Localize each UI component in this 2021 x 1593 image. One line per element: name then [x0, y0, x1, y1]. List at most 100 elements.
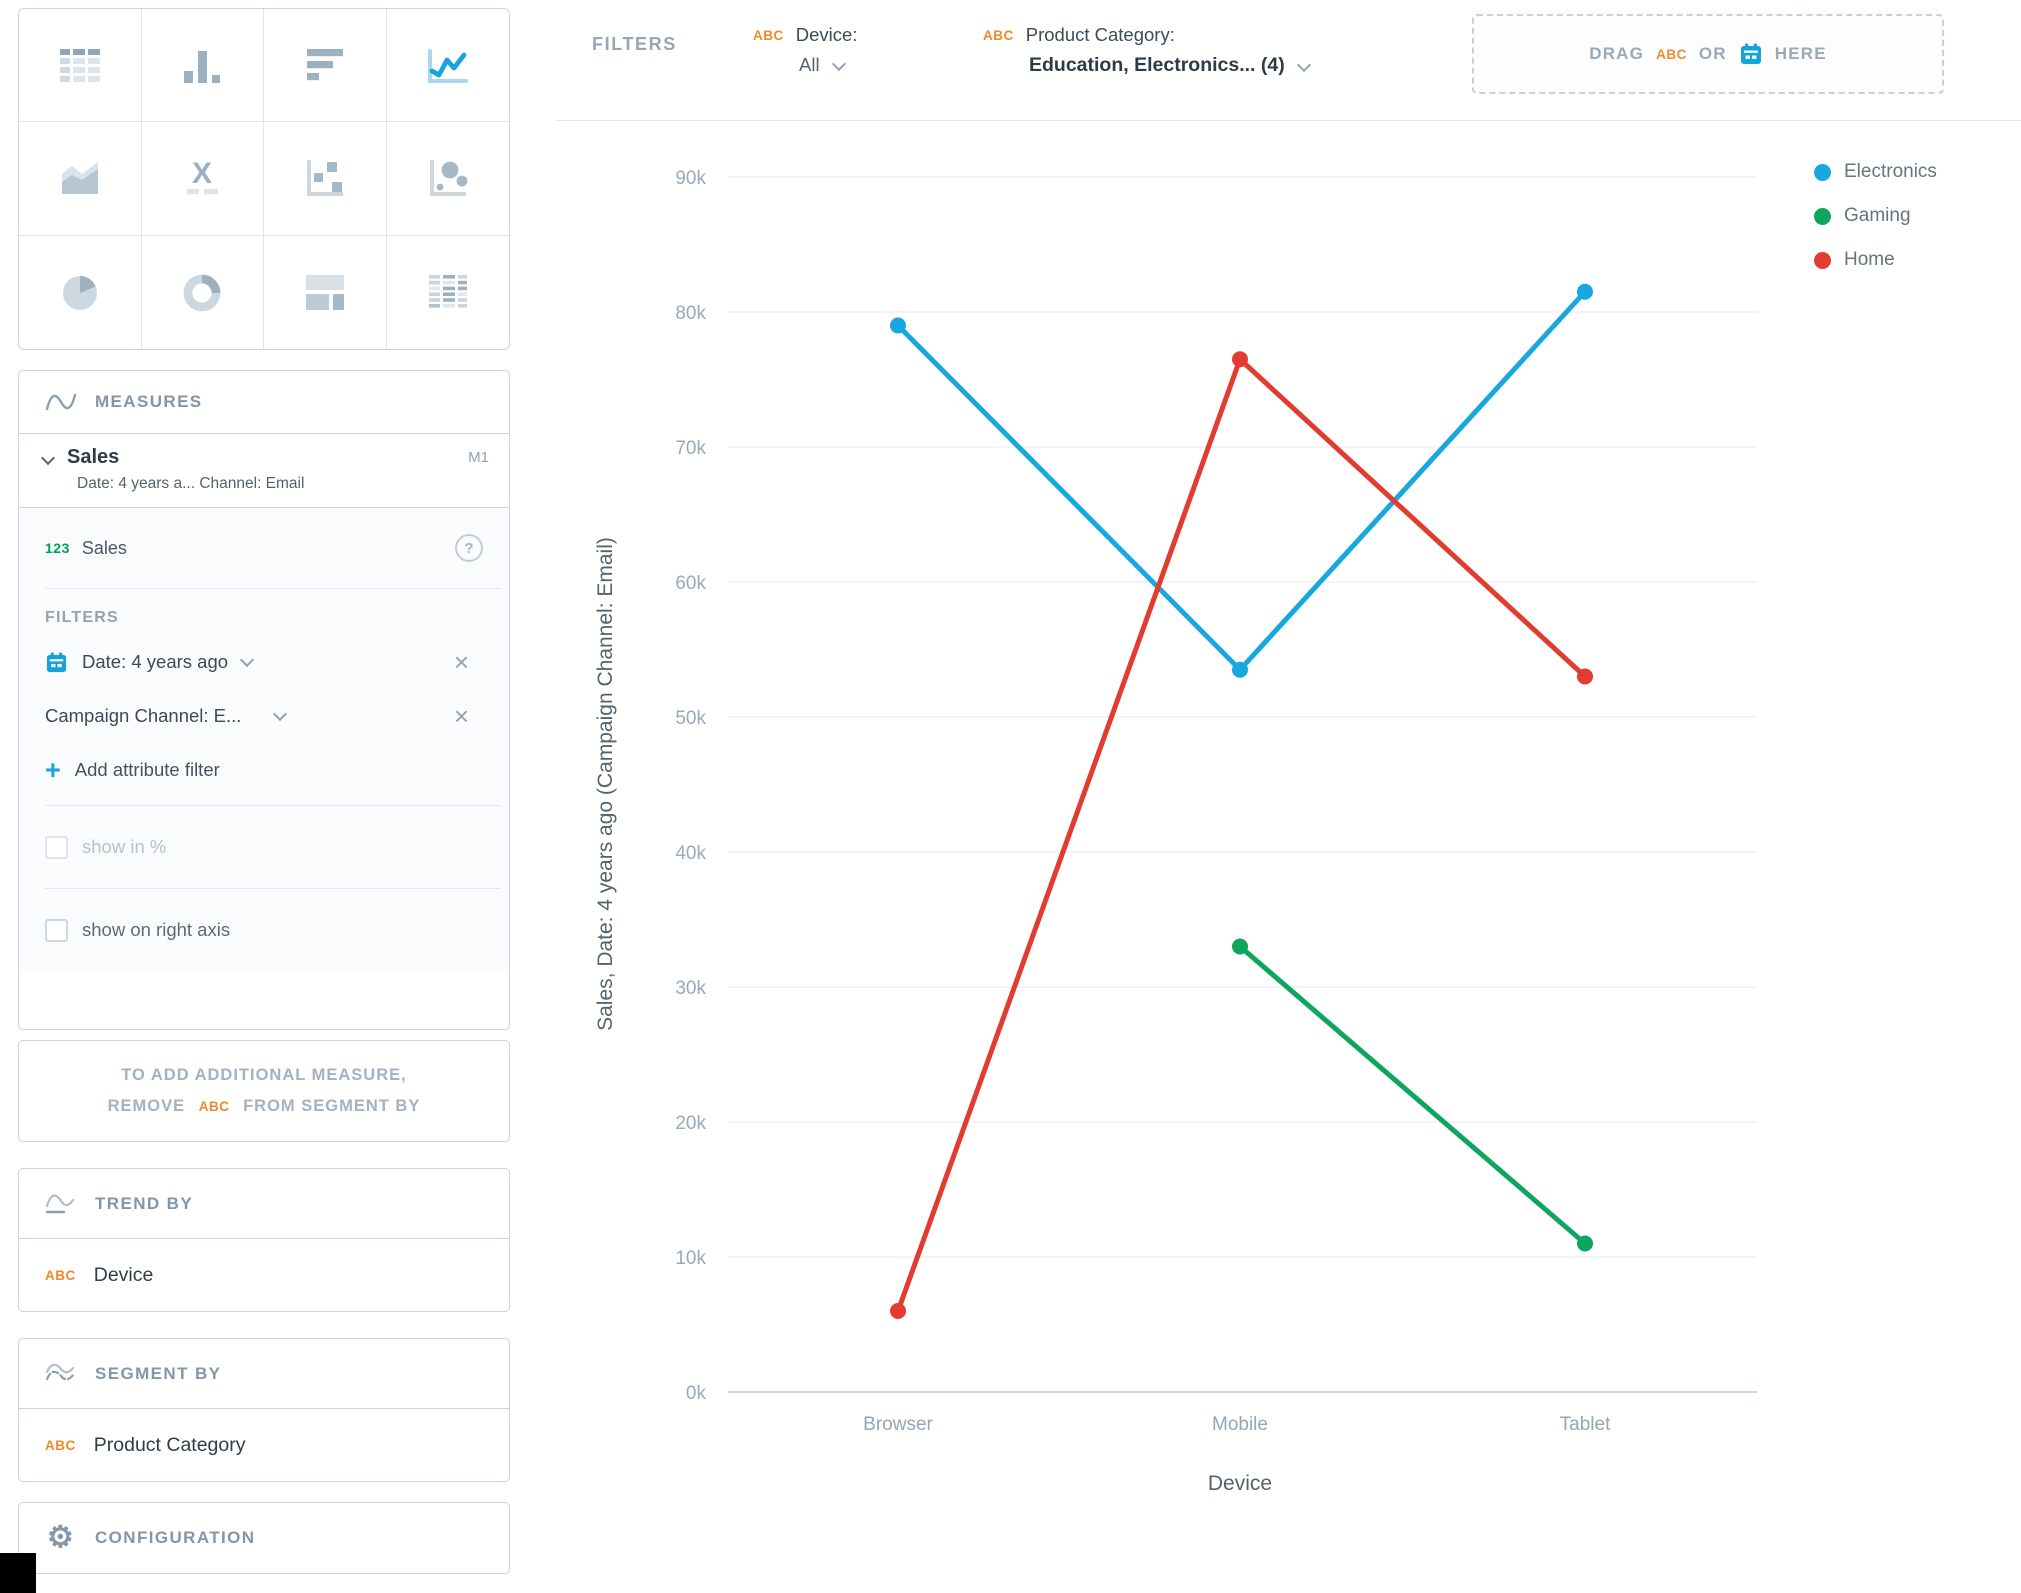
- svg-text:40k: 40k: [675, 843, 706, 864]
- configuration-title: CONFIGURATION: [95, 1528, 256, 1547]
- legend-item[interactable]: Gaming: [1814, 194, 1937, 238]
- measure-subtitle: Date: 4 years a... Channel: Email: [77, 475, 305, 492]
- chevron-down-icon[interactable]: [831, 56, 846, 72]
- svg-text:10k: 10k: [675, 1248, 706, 1269]
- trend-icon: [43, 1190, 79, 1218]
- device-filter-value: All: [799, 54, 820, 75]
- svg-text:50k: 50k: [675, 708, 706, 729]
- measure-item-sales[interactable]: 123 Sales ?: [19, 508, 509, 588]
- legend-label: Electronics: [1844, 161, 1937, 182]
- legend-dot-icon: [1814, 163, 1831, 181]
- viz-bar-chart-icon[interactable]: [264, 9, 387, 123]
- screen-corner-artifact: [0, 1553, 36, 1593]
- viz-treemap-icon[interactable]: [264, 235, 387, 349]
- category-filter-label: Product Category:: [1025, 24, 1175, 45]
- chevron-down-icon[interactable]: [273, 706, 288, 722]
- svg-text:Browser: Browser: [863, 1414, 933, 1435]
- viz-bubble-chart-icon[interactable]: [386, 122, 509, 236]
- svg-text:0k: 0k: [686, 1383, 707, 1404]
- add-attribute-filter-button[interactable]: + Add attribute filter: [19, 743, 509, 797]
- show-on-right-axis-row[interactable]: show on right axis: [19, 889, 509, 971]
- svg-text:60k: 60k: [675, 573, 706, 594]
- trend-by-value: Device: [93, 1263, 154, 1286]
- trend-by-header: TREND BY: [19, 1169, 509, 1238]
- line-chart-area[interactable]: 0k 10k 20k 30k 40k 50k 60k 70k 80k 90k Browser Mobi…: [512, 122, 2021, 1593]
- viz-heatmap-icon[interactable]: [387, 236, 510, 349]
- abc-attribute-icon: ABC: [983, 27, 1014, 43]
- measure-name: Sales: [67, 446, 120, 468]
- remove-filter-icon[interactable]: ×: [453, 647, 469, 677]
- viz-area-chart-icon[interactable]: [19, 122, 142, 236]
- show-on-right-axis-label: show on right axis: [82, 919, 231, 940]
- product-category-filter-chip[interactable]: ABC Product Category: Education, Electro…: [983, 24, 1311, 77]
- svg-text:Mobile: Mobile: [1212, 1414, 1268, 1435]
- show-in-percent-label: show in %: [82, 836, 167, 857]
- abc-attribute-icon: ABC: [45, 1437, 76, 1453]
- svg-text:X: X: [192, 157, 212, 190]
- dropzone-drag: DRAG: [1589, 44, 1645, 63]
- svg-text:20k: 20k: [675, 1113, 706, 1134]
- visualization-picker: X: [18, 8, 510, 350]
- viz-headline-icon[interactable]: X: [141, 122, 264, 236]
- add-measure-notice: TO ADD ADDITIONAL MEASURE, REMOVE ABC FR…: [18, 1040, 510, 1142]
- viz-table-icon[interactable]: [19, 9, 142, 123]
- filter-date[interactable]: Date: 4 years ago ×: [19, 635, 509, 689]
- chevron-down-icon[interactable]: [1296, 57, 1311, 72]
- segment-by-attribute-product-category[interactable]: ABC Product Category: [19, 1409, 509, 1481]
- filter-drop-zone[interactable]: DRAG ABC OR HERE: [1472, 14, 1944, 94]
- chevron-down-icon[interactable]: [40, 450, 56, 465]
- calendar-icon: [1739, 42, 1763, 66]
- checkbox-show-in-percent: [45, 835, 68, 859]
- filter-campaign-label: Campaign Channel: E...: [45, 705, 242, 726]
- notice-remove: REMOVE: [107, 1097, 186, 1115]
- segment-icon: [43, 1360, 79, 1388]
- legend-item[interactable]: Electronics: [1814, 150, 1937, 194]
- svg-text:30k: 30k: [675, 978, 706, 999]
- measure-item-label: Sales: [81, 537, 127, 558]
- configuration-header[interactable]: ⚙ CONFIGURATION: [19, 1503, 509, 1573]
- configuration-panel[interactable]: ⚙ CONFIGURATION: [18, 1502, 510, 1574]
- measure-badge: M1: [468, 449, 489, 466]
- measures-panel: MEASURES Sales M1 Date: 4 years a... Cha…: [18, 370, 510, 1030]
- help-icon[interactable]: ?: [455, 534, 483, 562]
- measures-title: MEASURES: [95, 392, 203, 411]
- checkbox-show-on-right-axis[interactable]: [45, 918, 68, 942]
- svg-text:90k: 90k: [675, 168, 706, 189]
- filter-campaign-channel[interactable]: Campaign Channel: E... ×: [19, 689, 509, 743]
- show-in-percent-row: show in %: [19, 806, 509, 888]
- svg-text:Tablet: Tablet: [1560, 1414, 1611, 1435]
- legend-dot-icon: [1814, 251, 1831, 269]
- svg-text:Sales, Date: 4 years ago (Camp: Sales, Date: 4 years ago (Campaign Chann…: [594, 537, 617, 1031]
- trend-by-attribute-device[interactable]: ABC Device: [19, 1239, 509, 1311]
- viz-pie-chart-icon[interactable]: [19, 235, 142, 349]
- plus-icon: +: [45, 754, 61, 785]
- viz-donut-chart-icon[interactable]: [142, 235, 264, 349]
- trend-by-panel: TREND BY ABC Device: [18, 1168, 510, 1312]
- segment-by-title: SEGMENT BY: [95, 1363, 222, 1383]
- legend-label: Gaming: [1844, 205, 1911, 226]
- numeric-type-icon: 123: [45, 540, 70, 556]
- trend-by-title: TREND BY: [95, 1193, 194, 1213]
- abc-attribute-icon: ABC: [1656, 46, 1687, 62]
- segment-by-panel: SEGMENT BY ABC Product Category: [18, 1338, 510, 1482]
- chevron-down-icon[interactable]: [239, 652, 255, 668]
- notice-line1: TO ADD ADDITIONAL MEASURE,: [121, 1065, 407, 1084]
- abc-attribute-icon: ABC: [45, 1267, 76, 1283]
- viz-scatter-plot-icon[interactable]: [264, 122, 387, 236]
- device-filter-chip[interactable]: ABC Device: All: [753, 24, 857, 76]
- line-chart-canvas[interactable]: 0k 10k 20k 30k 40k 50k 60k 70k 80k 90k Browser Mobi…: [512, 122, 2021, 1593]
- measures-header: MEASURES: [19, 371, 509, 433]
- calendar-icon: [45, 651, 68, 674]
- svg-text:70k: 70k: [675, 438, 706, 459]
- remove-filter-icon[interactable]: ×: [453, 701, 469, 731]
- legend-item[interactable]: Home: [1814, 238, 1937, 282]
- viz-line-chart-icon-selected[interactable]: [386, 9, 509, 123]
- dropzone-or: OR: [1698, 44, 1727, 63]
- legend-label: Home: [1844, 249, 1895, 270]
- viz-column-chart-icon[interactable]: [141, 9, 264, 123]
- notice-rest: FROM SEGMENT BY: [243, 1097, 421, 1115]
- dropzone-here: HERE: [1774, 44, 1827, 63]
- measure-card-sales[interactable]: Sales M1 Date: 4 years a... Channel: Ema…: [19, 434, 509, 508]
- add-attribute-filter-label: Add attribute filter: [74, 759, 220, 780]
